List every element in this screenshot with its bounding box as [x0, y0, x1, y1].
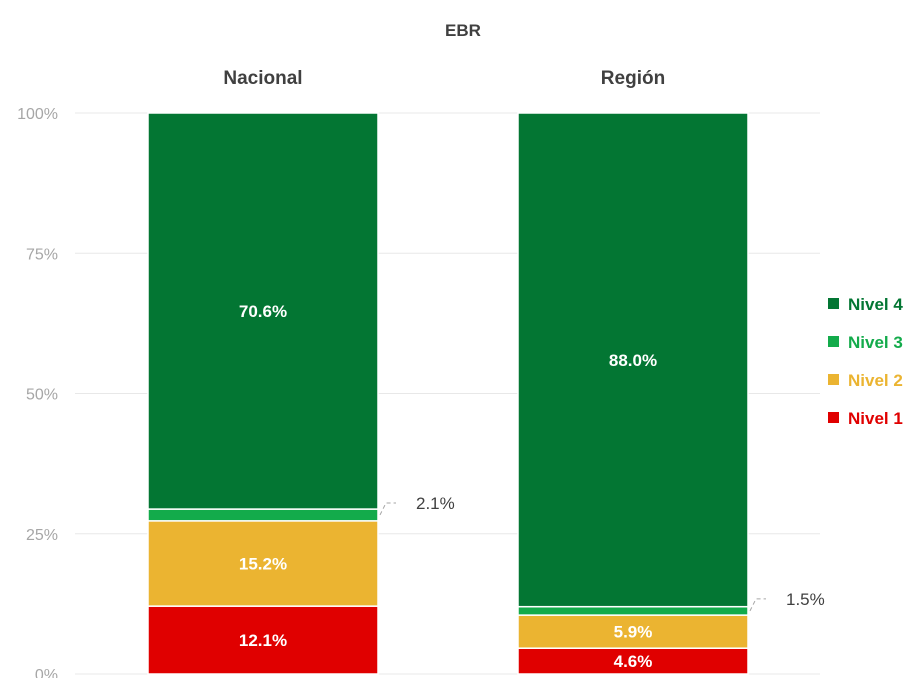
legend-label: Nivel 2 — [848, 371, 903, 390]
bar-segment — [517, 614, 749, 649]
legend-label: Nivel 4 — [848, 295, 903, 314]
data-label: 4.6% — [614, 652, 653, 671]
y-tick-label: 0% — [35, 667, 58, 678]
data-label: 1.5% — [786, 590, 825, 609]
bar-segment — [517, 112, 749, 608]
category-label-nacional: Nacional — [223, 68, 302, 89]
legend-swatch — [828, 336, 839, 347]
leader-line — [749, 598, 766, 612]
data-label: 70.6% — [239, 302, 287, 321]
data-label: 5.9% — [614, 623, 653, 642]
data-labels: 12.1% 15.2% 2.1% 70.6% 4.6% 5.9% 1.5% 88.0% — [239, 302, 825, 671]
bar-segment — [517, 647, 749, 675]
leader-line — [379, 502, 396, 516]
bar-segment — [517, 605, 749, 616]
data-label: 2.1% — [416, 494, 455, 513]
data-label: 88.0% — [609, 351, 657, 370]
y-axis-ticks: 0% 25% 50% 75% 100% — [17, 106, 58, 678]
data-label: 15.2% — [239, 554, 287, 573]
y-tick-label: 25% — [26, 527, 58, 544]
legend-swatch — [828, 298, 839, 309]
legend-swatch — [828, 412, 839, 423]
y-tick-label: 100% — [17, 106, 58, 123]
legend: Nivel 4 Nivel 3 Nivel 2 Nivel 1 — [828, 295, 903, 428]
bar-segment — [147, 508, 379, 522]
bar-segment — [147, 520, 379, 607]
legend-label: Nivel 3 — [848, 333, 903, 352]
bar-segment — [147, 605, 379, 675]
legend-swatch — [828, 374, 839, 385]
y-tick-label: 50% — [26, 387, 58, 404]
data-label: 12.1% — [239, 631, 287, 650]
bars — [147, 112, 749, 675]
bar-segment — [147, 112, 379, 510]
chart-title: EBR — [445, 21, 481, 40]
category-label-region: Región — [601, 68, 665, 89]
y-tick-label: 75% — [26, 246, 58, 263]
legend-label: Nivel 1 — [848, 409, 903, 428]
